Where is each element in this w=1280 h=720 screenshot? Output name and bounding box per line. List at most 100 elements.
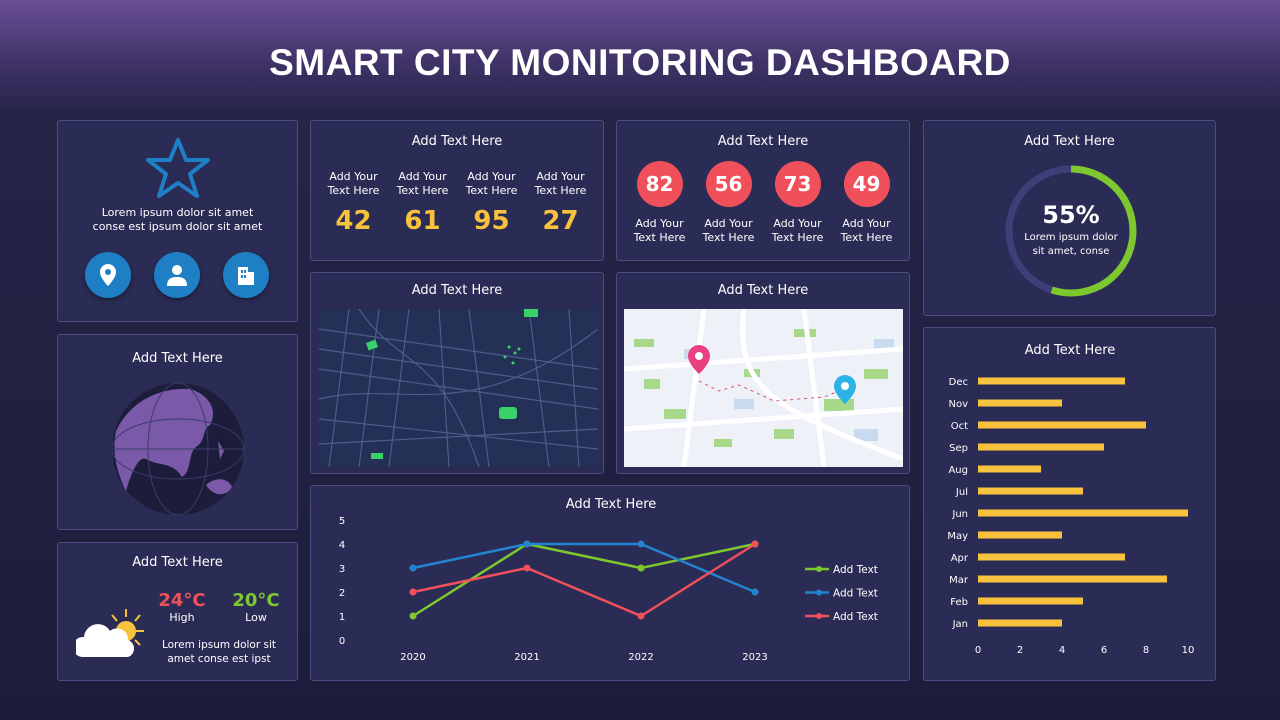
y-tick-label: May (947, 531, 968, 542)
y-tick-label: Mar (949, 575, 969, 586)
bar (978, 377, 1125, 385)
bar-chart: Add Text Here Dec Nov Oct Sep Aug Jul Jun May Apr… (947, 343, 1194, 656)
bar (978, 421, 1146, 429)
legend-marker (816, 613, 822, 619)
progress-ring (1005, 165, 1137, 297)
y-tick-label: Feb (950, 597, 968, 608)
y-tick-label: 5 (339, 516, 345, 527)
legend-marker (816, 589, 822, 596)
y-tick-label: Oct (951, 421, 968, 432)
bar (978, 597, 1083, 605)
x-tick-label: 2021 (514, 652, 539, 663)
data-point (637, 564, 645, 572)
x-tick-label: 2023 (742, 652, 767, 663)
globe-panel: Add Text Here (57, 334, 298, 530)
stats-panel: Add Text Here Add Your Text Here 42 Add Yo… (310, 120, 604, 261)
y-tick-label: 2 (339, 588, 345, 599)
chart-title: Add Text Here (566, 497, 657, 512)
high-temp: 24°C (158, 590, 206, 611)
y-tick-label: 1 (339, 612, 345, 623)
y-tick-label: 0 (339, 636, 345, 647)
intro-panel: Lorem ipsum dolor sit amet conse est ips… (57, 120, 298, 322)
data-point (523, 540, 531, 548)
star-icon (146, 138, 210, 198)
circle-stat: 73 Add Your Text Here (772, 161, 823, 245)
series-line (412, 542, 756, 618)
x-tick-label: 4 (1059, 645, 1065, 656)
data-point (523, 564, 531, 572)
circles-panel: Add Text Here 82 Add Your Text Here 56 Add … (616, 120, 910, 261)
city-map-dark[interactable] (319, 309, 598, 467)
y-tick-label: 4 (339, 540, 345, 551)
y-tick-label: Aug (948, 465, 968, 476)
intro-text-2: conse est ipsum dolor sit amet (92, 220, 263, 233)
data-point (751, 588, 759, 596)
bar (978, 443, 1104, 451)
y-tick-label: Nov (948, 399, 968, 410)
y-tick-label: Dec (949, 377, 968, 388)
gauge-panel: Add Text Here 55% Lorem ipsum dolor sit a… (923, 120, 1216, 316)
stat-item: Add Your Text Here 27 (534, 170, 587, 236)
gauge-value: 55% (1042, 201, 1100, 229)
bar (978, 509, 1188, 517)
weather-panel: Add Text Here 24°C High 20°C Low Lorem ips… (57, 542, 298, 681)
y-tick-label: Jan (952, 619, 968, 630)
series-line (412, 542, 756, 594)
circle-stat: 82 Add Your Text Here (634, 161, 685, 245)
chart-title: Add Text Here (1025, 343, 1116, 358)
x-tick-label: 0 (975, 645, 981, 656)
x-tick-label: 8 (1143, 645, 1149, 656)
y-tick-label: 3 (339, 564, 345, 575)
data-point (637, 540, 645, 548)
data-point (409, 564, 417, 572)
data-point (409, 588, 417, 596)
globe-title: Add Text Here (132, 351, 223, 366)
stats-title: Add Text Here (411, 134, 503, 149)
y-tick-label: Apr (951, 553, 969, 564)
legend-marker (816, 566, 822, 572)
intro-text-1: Lorem ipsum dolor sit amet (101, 206, 254, 219)
location-pin-icon[interactable] (85, 252, 131, 298)
dark-map-title: Add Text Here (411, 283, 503, 298)
circle-stat: 49 Add Your Text Here (841, 161, 892, 245)
bar (978, 531, 1062, 539)
line-chart: Add Text Here 0 1 2 3 4 5 2020 2021 2022 2023 Add T… (339, 497, 878, 663)
bar-chart-panel: Add Text Here Dec Nov Oct Sep Aug Jul Jun May Apr… (923, 327, 1216, 681)
bar (978, 619, 1062, 627)
bar (978, 465, 1041, 473)
circles-title: Add Text Here (717, 134, 809, 149)
bar (978, 575, 1167, 583)
weather-title: Add Text Here (132, 555, 223, 570)
user-icon[interactable] (154, 252, 200, 298)
stat-item: Add Your Text Here 42 (327, 170, 380, 236)
light-map-panel: Add Text Here (616, 272, 910, 474)
stat-item: Add Your Text Here 61 (396, 170, 449, 236)
stat-value: 42 (335, 206, 372, 236)
stat-item: Add Your Text Here 95 (465, 170, 518, 236)
bar (978, 553, 1125, 561)
low-temp: 20°C (232, 590, 280, 611)
legend-label: Add Text (833, 564, 878, 576)
building-icon[interactable] (223, 252, 269, 298)
light-map-title: Add Text Here (717, 283, 809, 298)
partly-cloudy-icon (76, 609, 144, 657)
x-tick-label: 2022 (628, 652, 653, 663)
dark-map-panel: Add Text Here (310, 272, 604, 474)
bar (978, 399, 1062, 407)
legend-label: Add Text (833, 588, 878, 600)
city-map-light[interactable] (624, 309, 903, 467)
globe-icon (111, 382, 245, 516)
data-point (751, 540, 759, 548)
y-tick-label: Jun (951, 509, 968, 520)
y-tick-label: Jul (955, 487, 968, 498)
x-tick-label: 2 (1017, 645, 1023, 656)
line-chart-panel: Add Text Here 0 1 2 3 4 5 2020 2021 2022 2023 Add T… (310, 485, 910, 681)
legend-label: Add Text (833, 611, 878, 623)
bar (978, 487, 1083, 495)
x-tick-label: 6 (1101, 645, 1107, 656)
circle-stat: 56 Add Your Text Here (703, 161, 754, 245)
x-tick-label: 2020 (400, 652, 425, 663)
gauge-title: Add Text Here (1024, 134, 1115, 149)
y-tick-label: Sep (949, 443, 968, 454)
data-point (637, 612, 645, 620)
